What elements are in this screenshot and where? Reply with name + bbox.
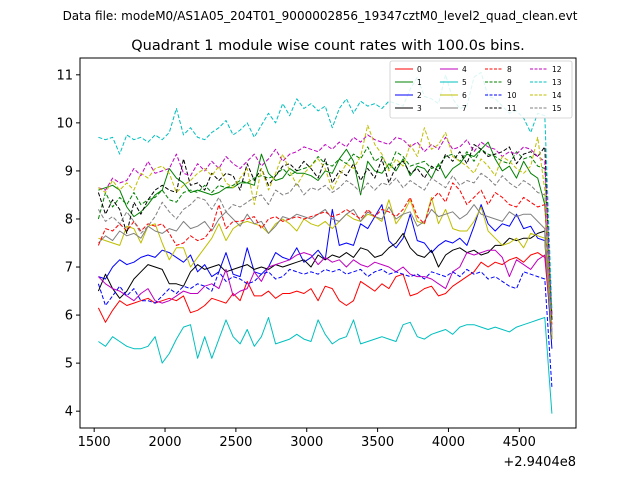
legend-label-7: 7 — [462, 104, 467, 113]
legend-label-5: 5 — [462, 78, 467, 87]
series-line-6 — [98, 196, 553, 337]
y-tick-label: 9 — [65, 164, 73, 179]
legend-label-14: 14 — [552, 91, 562, 100]
series-line-11 — [97, 144, 553, 320]
series-line-14 — [98, 124, 553, 340]
chart-title: Quadrant 1 module wise count rates with … — [131, 38, 525, 54]
y-tick-label: 5 — [65, 357, 73, 372]
y-tick-label: 7 — [65, 261, 73, 276]
series-line-5 — [98, 317, 553, 414]
series-line-4 — [98, 249, 553, 330]
x-offset-label: +2.9404e8 — [503, 455, 576, 470]
legend-label-12: 12 — [552, 65, 562, 74]
legend-label-11: 11 — [507, 104, 517, 113]
y-tick-label: 6 — [65, 309, 73, 324]
legend-frame — [389, 60, 573, 119]
y-tick-label: 11 — [56, 68, 73, 83]
legend-label-9: 9 — [507, 78, 512, 87]
series-line-12 — [98, 134, 553, 316]
x-tick-label: 4000 — [432, 435, 465, 450]
x-tick-label: 2500 — [219, 435, 252, 450]
y-tick-label: 4 — [65, 405, 73, 420]
legend-label-8: 8 — [507, 65, 512, 74]
legend-label-10: 10 — [507, 91, 517, 100]
x-tick-label: 3000 — [290, 435, 323, 450]
legend-label-15: 15 — [552, 104, 562, 113]
series-line-0 — [97, 252, 553, 335]
series-line-10 — [97, 268, 553, 388]
x-tick-label: 1500 — [78, 435, 111, 450]
legend-label-3: 3 — [417, 104, 422, 113]
axes-border — [79, 57, 577, 429]
x-tick-label: 3500 — [361, 435, 394, 450]
legend-label-2: 2 — [417, 91, 422, 100]
series-line-8 — [97, 182, 553, 325]
y-tick-label: 8 — [65, 212, 73, 227]
legend-label-0: 0 — [417, 65, 422, 74]
series-line-7 — [98, 204, 553, 335]
x-tick-label: 2000 — [148, 435, 181, 450]
legend-label-4: 4 — [462, 65, 467, 74]
legend-label-6: 6 — [462, 91, 467, 100]
x-tick-label: 4500 — [503, 435, 536, 450]
series-line-1 — [98, 141, 553, 320]
legend-label-1: 1 — [417, 78, 422, 87]
data-file-label: Data file: modeM0/AS1A05_204T01_90000028… — [63, 9, 578, 23]
series-line-15 — [97, 172, 553, 332]
series-line-9 — [97, 146, 553, 316]
legend-label-13: 13 — [552, 78, 562, 87]
series-line-3 — [97, 230, 553, 340]
y-tick-label: 10 — [56, 116, 73, 131]
